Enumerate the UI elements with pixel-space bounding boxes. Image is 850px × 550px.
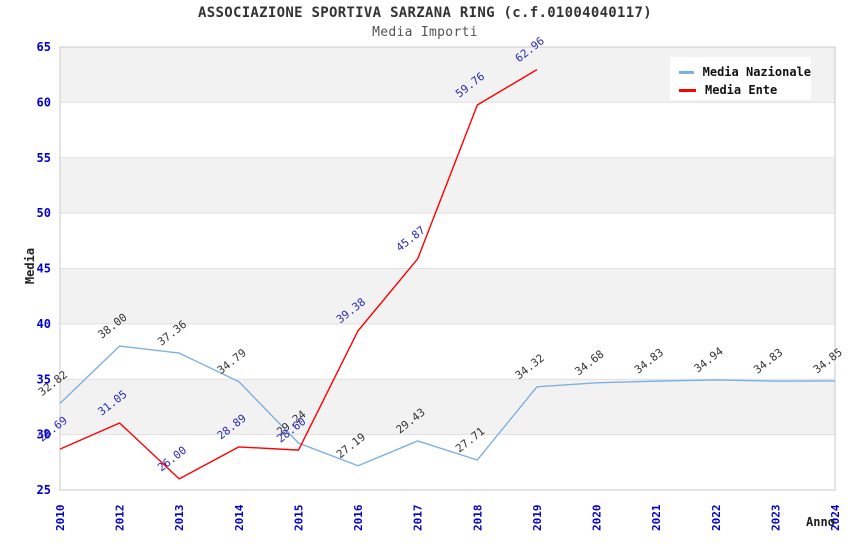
data-label: 34.68: [572, 348, 606, 379]
y-tick-label: 60: [37, 95, 51, 109]
x-tick-label: 2010: [54, 505, 67, 532]
data-label: 34.83: [751, 346, 785, 377]
x-tick-label: 2021: [650, 504, 663, 531]
y-tick-label: 25: [37, 483, 51, 497]
y-tick-label: 30: [37, 428, 51, 442]
y-tick-label: 35: [37, 372, 51, 386]
x-axis-title: Anno: [806, 515, 835, 529]
x-tick-label: 2024: [829, 504, 842, 531]
x-tick-label: 2023: [769, 505, 782, 532]
y-tick-label: 55: [37, 151, 51, 165]
x-tick-label: 2018: [471, 505, 484, 532]
x-tick-label: 2013: [173, 505, 186, 532]
y-tick-label: 45: [37, 262, 51, 276]
x-tick-label: 2017: [412, 505, 425, 532]
y-tick-label: 50: [37, 206, 51, 220]
data-label: 34.83: [632, 346, 666, 377]
nazionale-line-swatch-icon: [679, 70, 694, 74]
plot-band: [60, 379, 835, 435]
x-tick-label: 2019: [531, 505, 544, 532]
x-tick-label: 2012: [114, 505, 127, 532]
y-tick-label: 65: [37, 40, 51, 54]
data-label: 34.94: [692, 344, 726, 375]
data-label: 34.79: [215, 346, 249, 377]
legend-item-media-nazionale: Media Nazionale: [679, 64, 811, 80]
legend-item-media-ente: Media Ente: [679, 82, 811, 98]
media-ente-line: [59, 68, 538, 480]
legend-label-media-nazionale: Media Nazionale: [702, 65, 811, 79]
media-nazionale-line: [59, 345, 836, 467]
y-tick-label: 40: [37, 317, 51, 331]
x-tick-label: 2014: [233, 504, 246, 531]
data-label: 26.00: [155, 444, 189, 475]
plot-border: [59, 46, 836, 491]
chart-title: ASSOCIAZIONE SPORTIVA SARZANA RING (c.f.…: [198, 5, 652, 21]
x-tick-label: 2020: [591, 505, 604, 532]
plot-band: [60, 157, 835, 214]
ente-line-swatch-icon: [679, 88, 696, 92]
x-tick-label: 2022: [710, 505, 723, 532]
y-axis-title: Media: [23, 247, 37, 285]
legend-label-media-ente: Media Ente: [705, 83, 778, 97]
plot-band: [60, 268, 835, 324]
x-tick-label: 2015: [292, 505, 305, 532]
data-label: 34.85: [811, 346, 845, 377]
legend: Media Nazionale Media Ente: [670, 57, 811, 100]
x-tick-label: 2016: [352, 504, 365, 531]
data-label: 34.32: [513, 352, 547, 383]
chart-subtitle: Media Importi: [372, 25, 478, 40]
data-label: 45.87: [394, 224, 428, 255]
